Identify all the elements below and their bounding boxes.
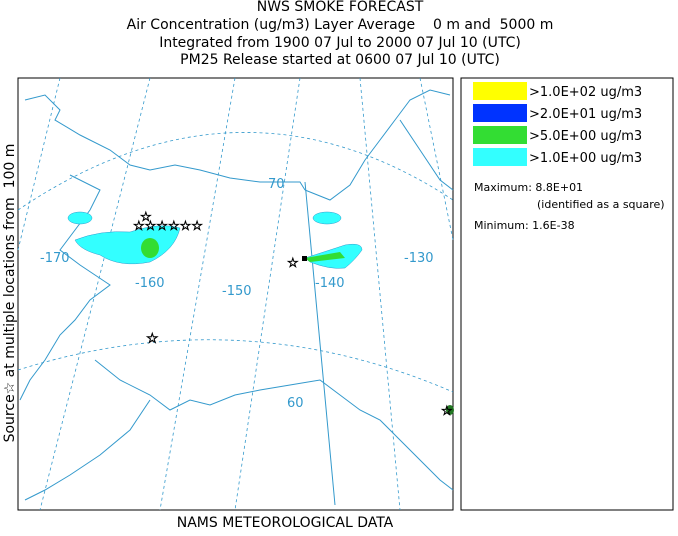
coast: [399, 119, 454, 191]
header-line: Integrated from 1900 07 Jul to 2000 07 J…: [159, 35, 521, 51]
title: NWS SMOKE FORECAST: [257, 0, 424, 15]
coastline: [19, 89, 454, 506]
graticule-label: -170: [40, 251, 70, 266]
graticule-label: 60: [287, 396, 304, 411]
meridian: [359, 77, 401, 511]
graticule-label: -150: [222, 284, 252, 299]
legend-label: >5.0E+00 ug/m3: [529, 129, 642, 144]
source-star: ☆: [140, 210, 152, 225]
source-star: ☆: [441, 404, 453, 419]
graticule-label: -140: [315, 276, 345, 291]
legend-swatch: [473, 126, 527, 144]
map-frame: [17, 77, 454, 511]
minimum: Minimum: 1.6E-38: [474, 219, 575, 232]
meridian: [39, 77, 151, 511]
legend: >1.0E+02 ug/m3 >2.0E+01 ug/m3 >5.0E+00 ug/…: [473, 82, 642, 166]
graticule-label: 70: [268, 177, 285, 192]
header-line: Air Concentration (ug/m3) Layer Average …: [127, 17, 554, 33]
header-line: PM25 Release started at 0600 07 Jul 10 (…: [180, 52, 500, 68]
coast: [304, 89, 451, 201]
plume: [312, 211, 342, 225]
plumes: [67, 211, 454, 415]
legend-swatch: [473, 148, 527, 166]
footer: NAMS METEOROLOGICAL DATA: [177, 515, 394, 531]
maximum-square: [302, 256, 307, 261]
meridian: [234, 77, 301, 511]
sources: ☆☆☆☆☆☆ ☆ ☆ ☆ ☆: [133, 210, 453, 420]
legend-label: >1.0E+00 ug/m3: [529, 151, 642, 166]
parallel: [17, 132, 454, 211]
maximum: Maximum: 8.8E+01: [474, 181, 583, 194]
legend-label: >2.0E+01 ug/m3: [529, 107, 642, 122]
coast: [94, 359, 454, 491]
plume-core: [305, 252, 345, 262]
graticule: [17, 77, 454, 511]
legend-label: >1.0E+02 ug/m3: [529, 85, 642, 100]
legend-swatch: [473, 82, 527, 100]
source-label: Source☆ at multiple locations from 100 m: [2, 144, 18, 443]
coast: [24, 399, 151, 501]
source-star: ☆☆☆☆☆☆: [133, 219, 203, 234]
border: [304, 181, 336, 506]
plume: [67, 211, 93, 225]
coast: [24, 94, 306, 191]
plume: [446, 405, 454, 415]
source-star: ☆: [287, 256, 299, 271]
graticule-label: -160: [135, 276, 165, 291]
map: ☆☆☆☆☆☆ ☆ ☆ ☆ ☆ -170 -160 -150 -140 -130 70 60: [17, 77, 454, 511]
legend-swatch: [473, 104, 527, 122]
parallel: [17, 339, 454, 393]
source-star: ☆: [146, 331, 159, 347]
maximum-note: (identified as a square): [537, 198, 665, 211]
plume-core: [141, 238, 159, 258]
map-labels: -170 -160 -150 -140 -130 70 60: [40, 177, 434, 411]
graticule-label: -130: [404, 251, 434, 266]
meridian: [159, 77, 236, 511]
